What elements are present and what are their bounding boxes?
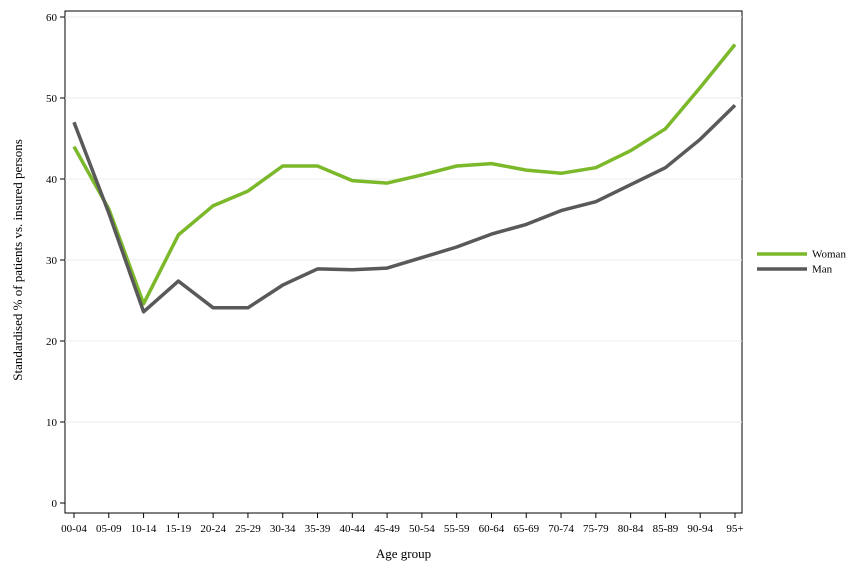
legend-label-man: Man (812, 264, 833, 276)
legend-label-woman: Woman (812, 249, 846, 261)
x-tick-label: 90-94 (687, 523, 713, 535)
x-tick-label: 70-74 (548, 523, 574, 535)
legend: Woman Man (757, 249, 846, 276)
x-tick-label: 85-89 (653, 523, 679, 535)
y-tick-label: 60 (46, 12, 58, 24)
x-axis: 00-04 05-09 10-14 15-19 20-24 25-29 30-34 35-39… (61, 513, 743, 535)
y-axis: 0 10 20 30 40 50 60 (46, 12, 65, 510)
x-tick-label: 80-84 (618, 523, 644, 535)
x-tick-label: 30-34 (270, 523, 296, 535)
x-tick-label: 20-24 (200, 523, 226, 535)
x-tick-label: 15-19 (166, 523, 192, 535)
y-tick-label: 20 (46, 336, 58, 348)
y-tick-label: 10 (46, 417, 58, 429)
y-tick-label: 40 (46, 174, 58, 186)
x-tick-label: 10-14 (131, 523, 157, 535)
x-tick-label: 55-59 (444, 523, 470, 535)
x-tick-label: 35-39 (305, 523, 331, 535)
x-tick-label: 05-09 (96, 523, 122, 535)
x-tick-label: 00-04 (61, 523, 87, 535)
x-tick-label: 50-54 (409, 523, 435, 535)
x-tick-label: 45-49 (374, 523, 400, 535)
x-tick-label: 25-29 (235, 523, 261, 535)
y-axis-title: Standardised % of patients vs. insured p… (10, 139, 25, 381)
y-tick-label: 0 (52, 498, 58, 510)
y-tick-label: 50 (46, 93, 58, 105)
x-tick-label: 40-44 (339, 523, 365, 535)
x-axis-title: Age group (376, 546, 431, 561)
x-tick-label: 75-79 (583, 523, 609, 535)
x-tick-label: 65-69 (513, 523, 539, 535)
x-tick-label: 95+ (726, 523, 743, 535)
y-tick-label: 30 (46, 255, 58, 267)
x-tick-label: 60-64 (479, 523, 505, 535)
